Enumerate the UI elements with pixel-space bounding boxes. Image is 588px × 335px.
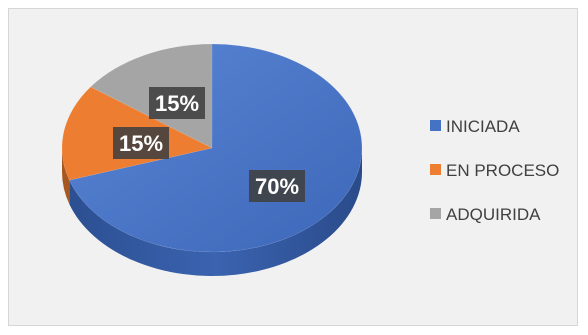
legend-label-iniciada: INICIADA (446, 117, 520, 136)
data-label-box-adquirida (149, 87, 205, 119)
data-label-box-iniciada (249, 170, 305, 202)
data-label-en-proceso: 15% (119, 131, 163, 156)
pie-data-labels: 70% 15% 15% (113, 87, 305, 202)
legend-swatch-en-proceso (430, 164, 441, 175)
data-label-iniciada: 70% (255, 174, 299, 199)
legend-swatch-iniciada (430, 120, 441, 131)
legend-label-adquirida: ADQUIRIDA (446, 205, 541, 224)
pie-side-en-proceso (62, 148, 70, 205)
legend: INICIADA EN PROCESO ADQUIRIDA (430, 117, 559, 224)
data-label-adquirida: 15% (155, 91, 199, 116)
pie-slices (61, 43, 363, 253)
legend-label-en-proceso: EN PROCESO (446, 161, 559, 180)
data-label-box-en-proceso (113, 127, 169, 159)
legend-swatch-adquirida (430, 208, 441, 219)
pie-side-iniciada (69, 148, 362, 276)
pie-depth (62, 148, 362, 276)
